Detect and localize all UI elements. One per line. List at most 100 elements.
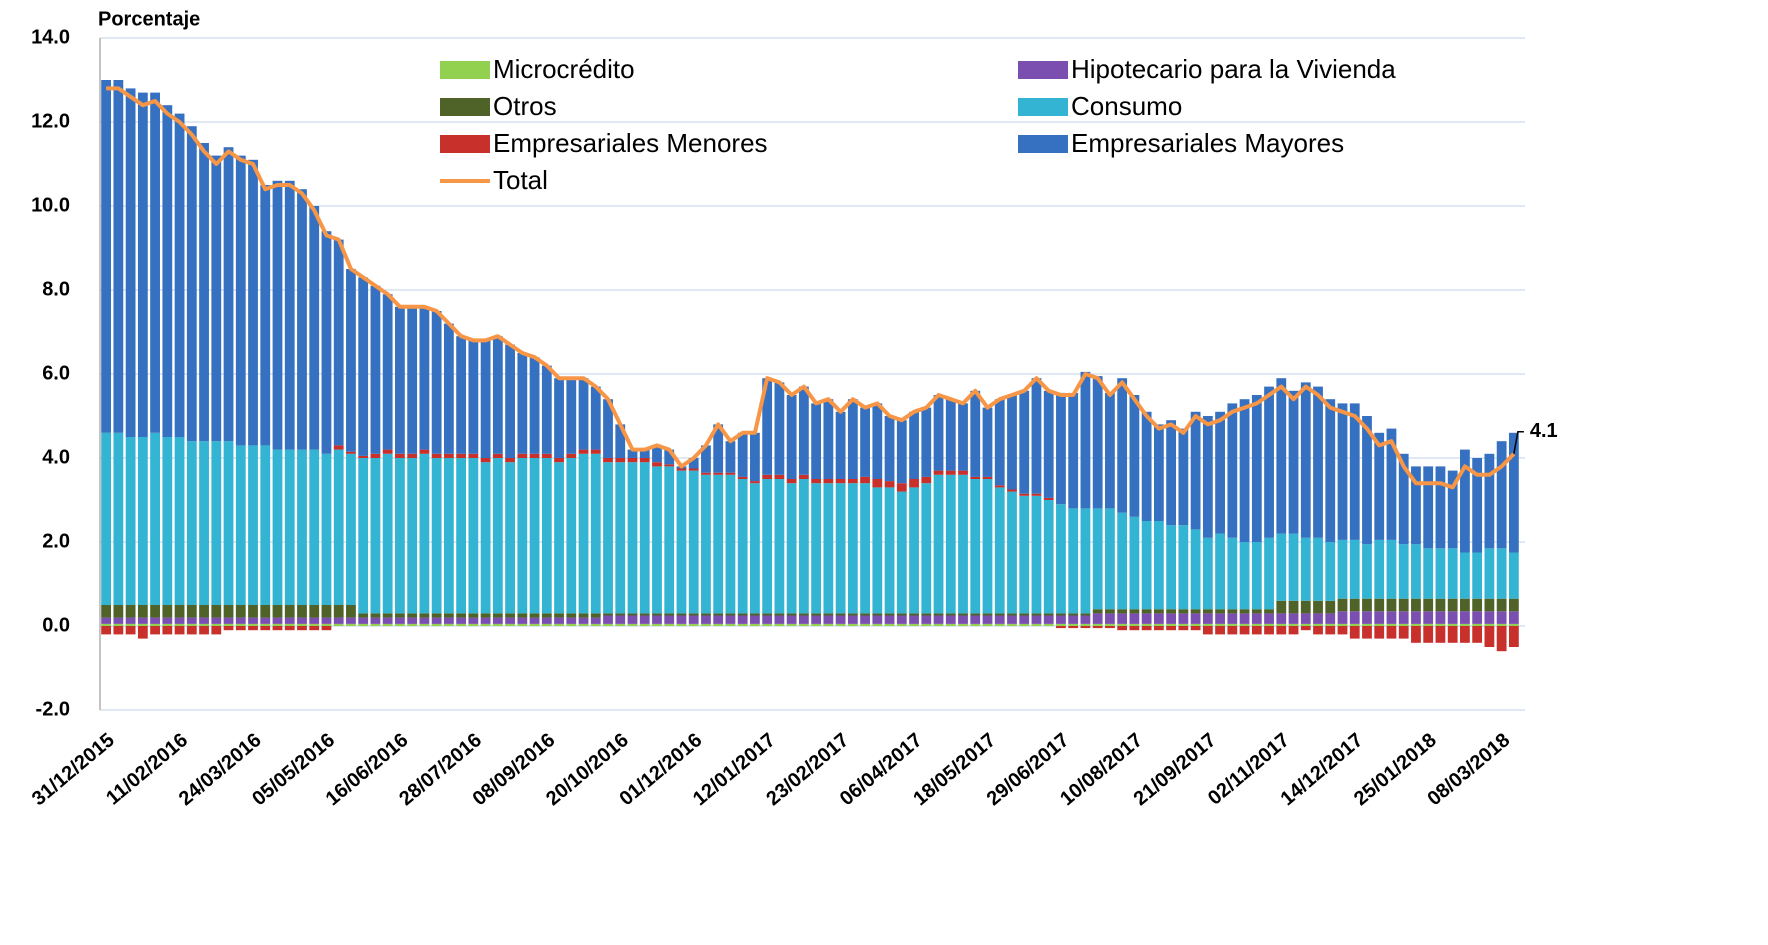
bar-segment bbox=[566, 613, 577, 618]
bar-segment bbox=[1264, 613, 1274, 624]
bar-segment bbox=[1080, 371, 1091, 509]
bar-segment bbox=[1472, 458, 1483, 553]
bar-segment bbox=[211, 605, 222, 618]
bar-segment bbox=[1276, 378, 1287, 534]
bar-segment bbox=[774, 474, 785, 479]
bar-segment bbox=[872, 403, 883, 479]
bar-segment bbox=[774, 382, 785, 475]
bar-segment bbox=[896, 623, 907, 626]
bar-segment bbox=[1447, 548, 1458, 599]
bar-segment bbox=[590, 617, 601, 624]
bar-segment bbox=[1484, 598, 1495, 612]
bar-segment bbox=[994, 613, 1005, 616]
bar-segment bbox=[125, 617, 136, 624]
bar-segment bbox=[382, 449, 393, 454]
bar-segment bbox=[199, 605, 209, 618]
bar-segment bbox=[1105, 609, 1115, 614]
bar-segment bbox=[1411, 598, 1421, 612]
bar-segment bbox=[701, 474, 711, 614]
bar-segment bbox=[1056, 613, 1066, 616]
bar-segment bbox=[1007, 615, 1017, 624]
bar-segment bbox=[174, 437, 185, 605]
bar-segment bbox=[260, 445, 271, 605]
bar-segment bbox=[1056, 623, 1066, 626]
bar-segment bbox=[370, 453, 381, 458]
bar-segment bbox=[248, 159, 258, 446]
bar-segment bbox=[554, 462, 564, 614]
bar-segment bbox=[872, 615, 883, 624]
bar-segment bbox=[1374, 432, 1385, 540]
bar-segment bbox=[1508, 598, 1519, 612]
bar-segment bbox=[1349, 403, 1360, 540]
bar-segment bbox=[443, 623, 454, 626]
legend-label: Hipotecario para la Vivienda bbox=[1071, 54, 1396, 84]
bar-segment bbox=[688, 623, 699, 626]
bar-segment bbox=[174, 626, 185, 635]
bar-segment bbox=[284, 626, 295, 631]
bar-segment bbox=[1080, 613, 1091, 616]
bar-segment bbox=[358, 455, 369, 458]
bar-segment bbox=[431, 453, 442, 458]
bar-segment bbox=[370, 458, 381, 614]
bar-segment bbox=[370, 285, 381, 454]
bar-segment bbox=[162, 105, 173, 437]
bar-segment bbox=[125, 605, 136, 618]
bar-segment bbox=[1349, 626, 1360, 639]
bar-segment bbox=[125, 623, 136, 626]
bar-segment bbox=[1423, 611, 1434, 624]
bar-segment bbox=[896, 613, 907, 616]
y-tick-label: 4.0 bbox=[42, 446, 70, 468]
bar-segment bbox=[1386, 623, 1397, 626]
bar-segment bbox=[676, 615, 687, 624]
bar-segment bbox=[137, 617, 148, 624]
bar-segment bbox=[1411, 626, 1421, 643]
bar-segment bbox=[1423, 548, 1434, 599]
bar-segment bbox=[1349, 623, 1360, 626]
bar-segment bbox=[1178, 623, 1189, 626]
bar-segment bbox=[615, 424, 626, 458]
bar-segment bbox=[1386, 611, 1397, 624]
bar-segment bbox=[1411, 611, 1421, 624]
bar-segment bbox=[101, 626, 112, 635]
bar-segment bbox=[211, 623, 222, 626]
bar-segment bbox=[382, 617, 393, 624]
bar-segment bbox=[113, 80, 124, 433]
bar-segment bbox=[382, 294, 393, 450]
bar-segment bbox=[309, 605, 320, 618]
bar-segment bbox=[1484, 453, 1495, 549]
label-leader bbox=[1513, 431, 1524, 454]
bar-segment bbox=[492, 336, 503, 454]
bar-segment bbox=[1386, 598, 1397, 612]
x-tick-label: 31/12/2015 bbox=[28, 729, 119, 810]
bar-segment bbox=[505, 613, 515, 618]
bar-segment bbox=[1227, 403, 1238, 538]
bar-segment bbox=[713, 472, 724, 475]
bar-segment bbox=[1129, 609, 1140, 614]
legend-swatch bbox=[1018, 135, 1068, 153]
bar-segment bbox=[1141, 623, 1152, 626]
bar-segment bbox=[1178, 609, 1189, 614]
x-tick-label: 21/09/2017 bbox=[1130, 729, 1221, 810]
bar-segment bbox=[970, 623, 981, 626]
bar-segment bbox=[284, 623, 295, 626]
bar-segment bbox=[235, 605, 246, 618]
bar-segment bbox=[260, 185, 271, 446]
bar-segment bbox=[1398, 598, 1409, 612]
bar-segment bbox=[1300, 626, 1311, 631]
bar-segment bbox=[566, 617, 577, 624]
bar-segment bbox=[774, 615, 785, 624]
bar-segment bbox=[1031, 495, 1042, 614]
bar-segment bbox=[737, 476, 748, 479]
bar-segment bbox=[909, 487, 919, 614]
bar-segment bbox=[529, 458, 540, 614]
bar-segment bbox=[847, 613, 858, 616]
bar-segment bbox=[921, 476, 932, 484]
bar-segment bbox=[1092, 609, 1103, 614]
bar-segment bbox=[1472, 626, 1483, 643]
bar-segment bbox=[664, 615, 675, 624]
bar-segment bbox=[603, 458, 613, 463]
bar-segment bbox=[884, 416, 895, 482]
bar-segment bbox=[1325, 399, 1336, 542]
bar-segment bbox=[382, 453, 393, 614]
bar-segment bbox=[713, 424, 724, 473]
